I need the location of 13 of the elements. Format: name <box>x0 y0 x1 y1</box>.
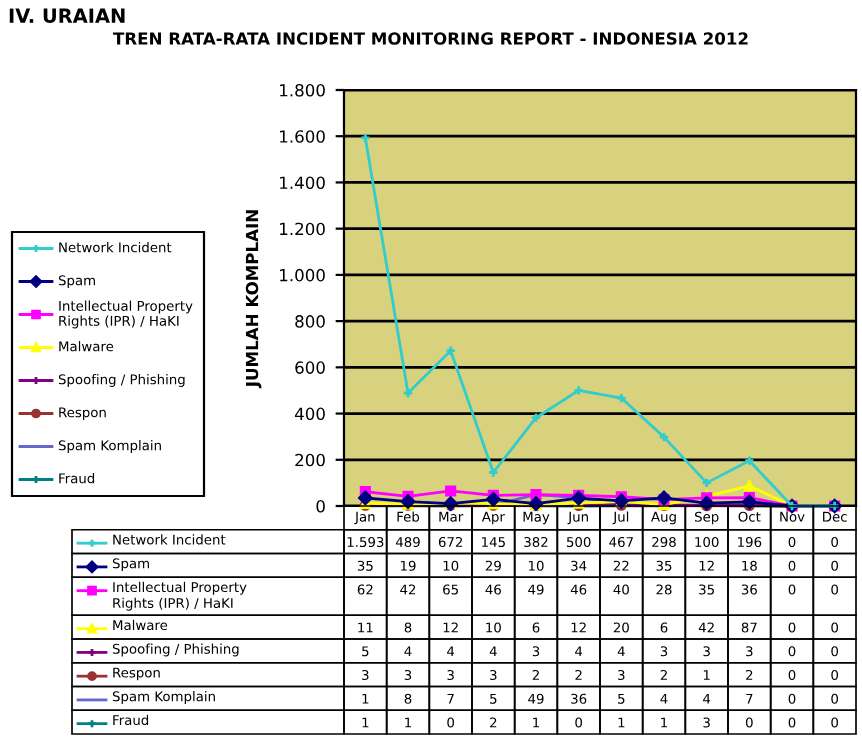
y-tick-label: 200 <box>295 453 325 467</box>
y-tick-label: 800 <box>295 315 325 328</box>
chart-title: TREN RATA-RATA INCIDENT MONITORING REPORT - INDONESIA 2012 <box>113 32 748 45</box>
y-tick-label: 1.000 <box>280 268 325 282</box>
y-axis-title: JUMLAH KOMPLAIN <box>245 210 262 389</box>
y-tick-label: 0 <box>316 499 325 513</box>
y-tick-label: 400 <box>294 407 325 421</box>
text: IV. URAIAN <box>9 8 125 24</box>
y-tick-label: 1.200 <box>280 222 325 236</box>
y-tick-label: 1.800 <box>280 83 325 97</box>
y-tick-label: 1.400 <box>280 176 325 190</box>
y-tick-label: 1.600 <box>280 130 325 143</box>
y-tick-label: 600 <box>295 361 325 374</box>
